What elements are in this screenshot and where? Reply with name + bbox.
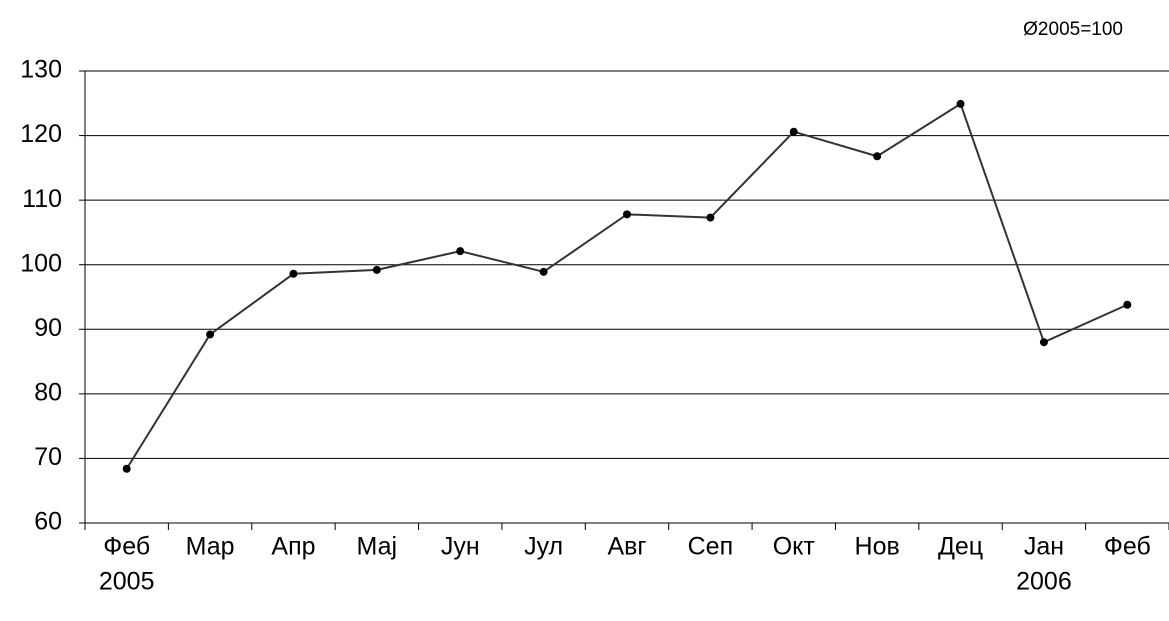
- chart-subtitle: Ø2005=100: [1023, 19, 1123, 40]
- data-point: [456, 247, 465, 256]
- x-year-label: 2005: [99, 568, 155, 596]
- y-tick-label: 110: [22, 185, 62, 213]
- data-point: [1039, 338, 1048, 347]
- data-point: [623, 210, 631, 219]
- x-tick-label: Јан: [1024, 533, 1064, 561]
- x-tick-label: Окт: [773, 533, 816, 561]
- y-tick-label: 80: [34, 378, 62, 406]
- y-tick-label: 70: [34, 443, 62, 471]
- data-point: [873, 152, 882, 161]
- data-point: [122, 464, 131, 473]
- y-tick-label: 120: [20, 120, 62, 148]
- data-point: [289, 269, 298, 278]
- x-tick-label: Дец: [938, 533, 983, 561]
- data-point: [539, 267, 548, 276]
- data-point: [1123, 300, 1132, 309]
- x-tick-label: Мар: [186, 533, 235, 561]
- x-year-label: 2006: [1016, 568, 1072, 596]
- data-point: [706, 213, 715, 222]
- x-tick-label: Авг: [607, 533, 646, 561]
- x-tick-label: Мај: [357, 533, 398, 561]
- data-point: [206, 330, 215, 339]
- x-tick-label: Јун: [441, 533, 480, 561]
- data-point: [789, 127, 798, 136]
- data-point: [956, 99, 965, 108]
- y-tick-label: 130: [20, 56, 62, 84]
- x-tick-label: Јул: [524, 533, 563, 561]
- x-tick-label: Апр: [271, 533, 315, 561]
- y-tick-label: 60: [34, 508, 62, 536]
- x-tick-label: Феб: [1104, 533, 1151, 561]
- y-tick-label: 100: [20, 249, 62, 277]
- x-tick-label: Нов: [855, 533, 900, 561]
- data-line: [125, 102, 1128, 470]
- x-tick-label: Феб: [103, 533, 150, 561]
- y-tick-label: 90: [34, 314, 62, 342]
- x-tick-label: Сеп: [688, 533, 734, 561]
- data-point: [372, 265, 381, 274]
